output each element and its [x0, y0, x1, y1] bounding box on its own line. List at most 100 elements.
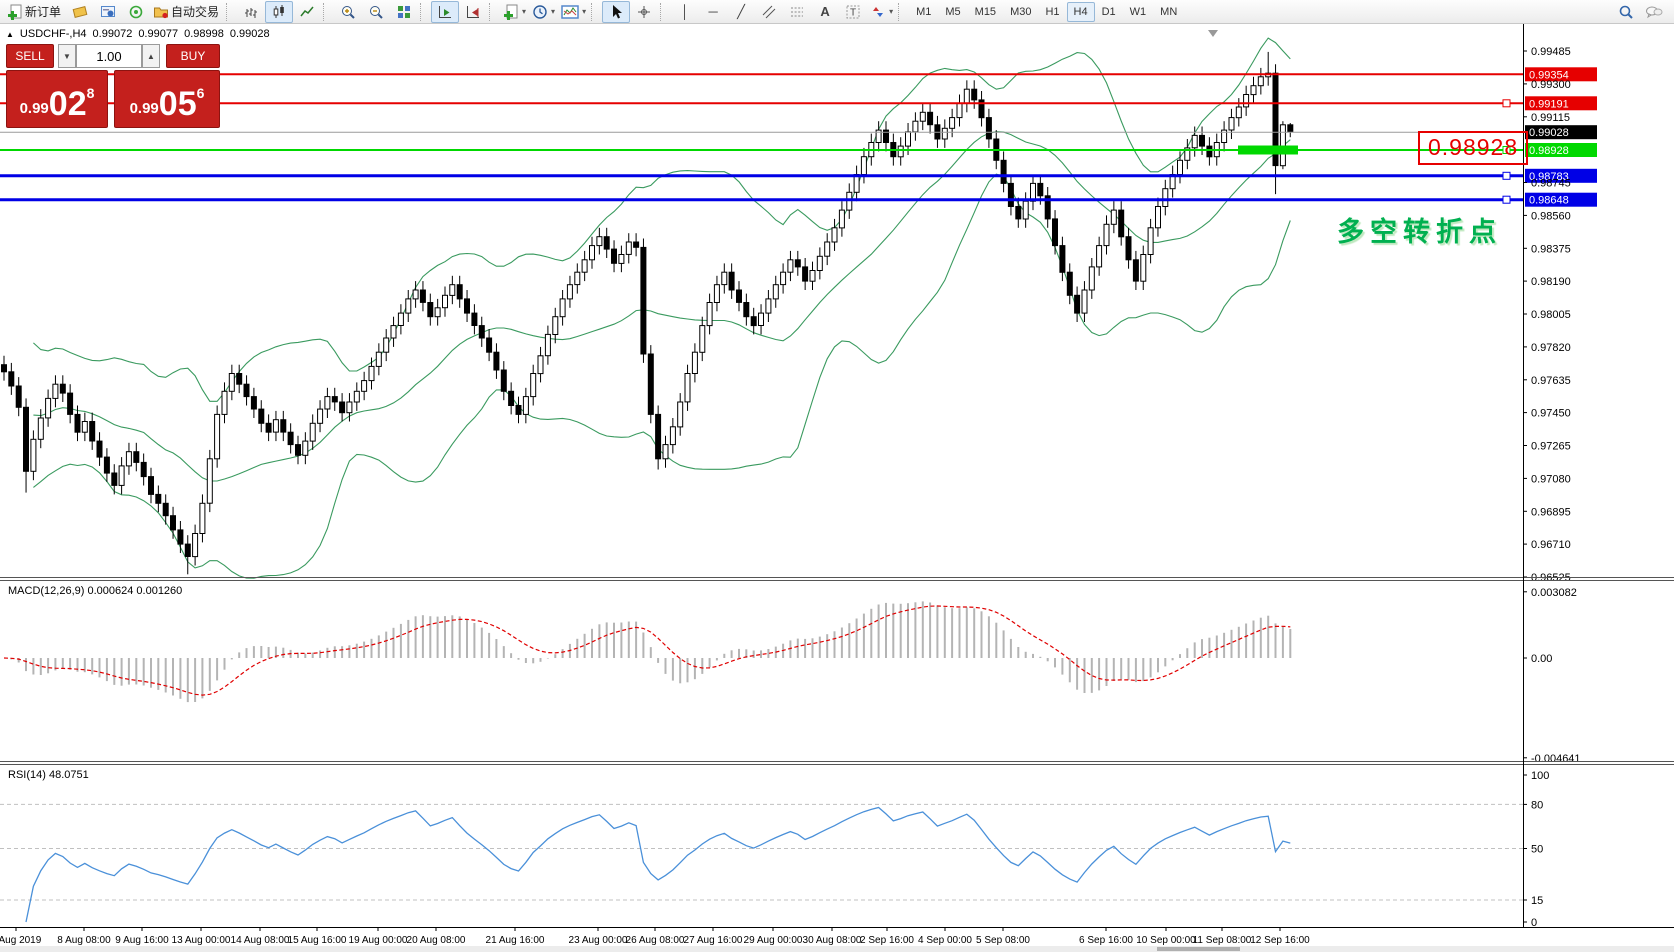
volume-increase-button[interactable]: ▲	[142, 44, 160, 68]
new-order-label: 新订单	[25, 5, 62, 19]
market-watch-button[interactable]	[94, 1, 122, 23]
text-tool-button[interactable]: A	[811, 1, 839, 23]
chart-shift-marker[interactable]	[1208, 30, 1218, 37]
periods-button[interactable]: ▾	[529, 1, 558, 23]
candlestick-chart-button[interactable]	[265, 0, 294, 23]
line-chart-button[interactable]	[293, 1, 321, 23]
timeframe-M1[interactable]: M1	[916, 5, 932, 18]
horizontal-line-tool-button[interactable]: ─	[699, 1, 727, 23]
toolbar-separator	[591, 2, 598, 21]
sell-price-button[interactable]: 0.99 02 8	[6, 70, 108, 128]
svg-text:5 Sep 08:00: 5 Sep 08:00	[976, 935, 1030, 946]
zoom-in-icon	[342, 5, 355, 19]
svg-text:0.98928: 0.98928	[1529, 145, 1569, 157]
signals-button[interactable]	[122, 1, 150, 23]
svg-text:2 Sep 16:00: 2 Sep 16:00	[860, 935, 914, 946]
auto-trading-button[interactable]: 自动交易	[150, 1, 224, 23]
chart-canvas[interactable]: 0.993540.991910.989280.987830.986480.990…	[0, 24, 1674, 952]
profile-book-icon	[72, 5, 88, 18]
one-click-trade-panel: SELL ▼ 1.00 ▲ BUY 0.99 02 8 0.99 05 6	[6, 44, 220, 130]
bar-chart-button[interactable]	[237, 1, 265, 23]
svg-text:15: 15	[1531, 895, 1543, 907]
buy-price-button[interactable]: 0.99 05 6	[114, 70, 220, 128]
low-value: 0.98998	[184, 28, 224, 40]
toolbar-separator	[323, 2, 330, 21]
timeframe-M15[interactable]: M15	[974, 5, 997, 18]
scrollbar-thumb[interactable]	[1157, 947, 1240, 951]
cursor-tool-button[interactable]	[602, 0, 631, 23]
toolbar-separator	[420, 2, 427, 21]
svg-text:20 Aug 08:00: 20 Aug 08:00	[407, 935, 466, 946]
dropdown-arrow-icon: ▾	[889, 7, 894, 16]
up-arrow-icon: ▲	[147, 51, 155, 61]
svg-text:13 Aug 00:00: 13 Aug 00:00	[172, 935, 231, 946]
timeframe-W1[interactable]: W1	[1129, 5, 1147, 18]
chat-button[interactable]	[1640, 1, 1668, 23]
new-chart-button[interactable]: ▾	[500, 1, 529, 23]
vertical-line-tool-button[interactable]: │	[671, 1, 699, 23]
auto-trading-icon	[154, 7, 169, 18]
indicators-button[interactable]: ▾	[558, 1, 589, 23]
timeframe-H1[interactable]: H1	[1045, 5, 1060, 18]
crosshair-tool-button[interactable]	[630, 1, 658, 23]
macd-pane: MACD(12,26,9) 0.000624 0.001260 0.003082 0…	[3, 585, 1581, 765]
crosshair-icon	[638, 5, 651, 18]
buy-button[interactable]: BUY	[166, 44, 220, 68]
trendline-tool-button[interactable]: ╱	[727, 1, 755, 23]
svg-text:15 Aug 16:00: 15 Aug 16:00	[288, 935, 347, 946]
toolbar-separator	[660, 2, 667, 21]
label-tool-button[interactable]: T	[839, 1, 867, 23]
candlestick-chart-icon	[273, 4, 284, 18]
svg-text:6 Sep 16:00: 6 Sep 16:00	[1079, 935, 1133, 946]
zoom-out-button[interactable]	[362, 1, 390, 23]
svg-text:0.98783: 0.98783	[1529, 171, 1569, 183]
svg-text:0.97265: 0.97265	[1531, 441, 1571, 453]
new-order-button[interactable]: 新订单	[4, 1, 66, 23]
svg-text:10 Sep 00:00: 10 Sep 00:00	[1136, 935, 1196, 946]
volume-decrease-button[interactable]: ▼	[58, 44, 76, 68]
rsi-pane: 100 80 50 15 0 RSI(14) 48.0751	[0, 769, 1549, 929]
svg-text:50: 50	[1531, 844, 1543, 856]
clock-icon	[533, 4, 547, 19]
bottom-strip	[0, 946, 1674, 952]
volume-input[interactable]: 1.00	[76, 44, 142, 68]
collapse-arrow-icon[interactable]: ▲	[6, 30, 14, 39]
line-chart-icon	[300, 6, 314, 16]
svg-text:0.96895: 0.96895	[1531, 506, 1571, 518]
dropdown-arrow-icon: ▾	[522, 7, 527, 16]
timeframe-H4[interactable]: H4	[1066, 1, 1095, 22]
svg-text:MACD(12,26,9) 0.000624 0.00126: MACD(12,26,9) 0.000624 0.001260	[8, 585, 182, 597]
timeframe-M30[interactable]: M30	[1010, 5, 1032, 18]
label-icon: T	[846, 5, 860, 18]
channel-tool-button[interactable]	[755, 1, 783, 23]
chart-shift-button[interactable]	[459, 1, 487, 23]
fibonacci-tool-button[interactable]	[783, 1, 811, 23]
toolbar-separator	[226, 2, 233, 21]
profile-button[interactable]	[66, 1, 94, 23]
svg-text:29 Aug 00:00: 29 Aug 00:00	[744, 935, 803, 946]
candlesticks-layer	[1, 51, 1294, 575]
open-value: 0.99072	[92, 28, 133, 40]
svg-text:0.99115: 0.99115	[1531, 112, 1570, 124]
auto-scroll-button[interactable]	[431, 0, 460, 23]
indicators-icon	[561, 4, 579, 19]
arrows-tool-button[interactable]: ▾	[867, 1, 896, 23]
tile-windows-button[interactable]	[390, 1, 418, 23]
timeframe-D1[interactable]: D1	[1101, 5, 1116, 18]
search-button[interactable]	[1612, 1, 1640, 23]
svg-text:19 Aug 00:00: 19 Aug 00:00	[349, 935, 408, 946]
timeframe-MN[interactable]: MN	[1160, 5, 1178, 18]
sell-price-prefix: 0.99	[19, 100, 49, 117]
bar-chart-icon	[245, 7, 258, 18]
svg-text:0.98745: 0.98745	[1531, 178, 1571, 190]
zoom-in-button[interactable]	[334, 1, 362, 23]
svg-text:0.96710: 0.96710	[1531, 539, 1571, 551]
svg-text:11 Sep 08:00: 11 Sep 08:00	[1193, 935, 1252, 946]
svg-text:23 Aug 00:00: 23 Aug 00:00	[569, 935, 628, 946]
new-order-icon	[8, 4, 22, 20]
timeframe-M5[interactable]: M5	[945, 5, 961, 18]
svg-text:0.98005: 0.98005	[1531, 309, 1571, 321]
sell-button[interactable]: SELL	[6, 44, 54, 68]
